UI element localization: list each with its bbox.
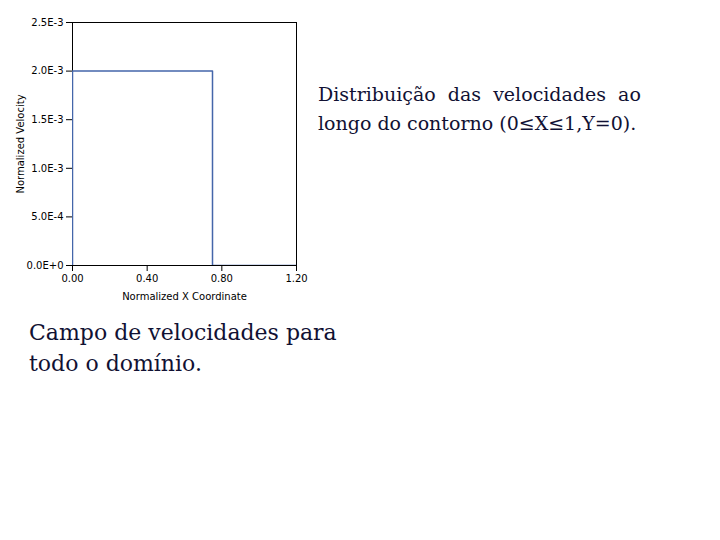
svg-text:5.0E-4: 5.0E-4 [31,211,63,222]
svg-text:1.5E-3: 1.5E-3 [31,114,63,125]
svg-text:0.00: 0.00 [61,273,83,284]
html-text:Campo de velocidades para todo: Campo de velocidades para todo o domínio… [29,320,337,376]
svg-text:2.5E-3: 2.5E-3 [31,17,63,28]
svg-text:Normalized X Coordinate: Normalized X Coordinate [122,291,247,302]
svg-text:0.40: 0.40 [136,273,158,284]
svg-text:2.0E-3: 2.0E-3 [31,65,63,76]
svg-text:1.20: 1.20 [285,273,307,284]
html-text:Distribuição das velocidades a: Distribuição das velocidades ao longo do… [318,83,641,134]
svg-text:0.80: 0.80 [211,273,233,284]
svg-text:1.0E-3: 1.0E-3 [31,163,63,174]
svg-text:0.0E+0: 0.0E+0 [27,260,64,271]
svg-text:Normalized Velocity: Normalized Velocity [15,94,26,193]
